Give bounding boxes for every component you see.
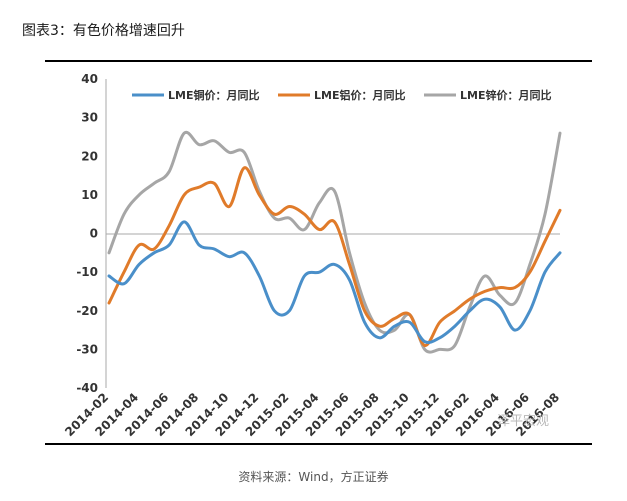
series-line-2	[107, 166, 562, 347]
y-tick-label: -30	[76, 342, 98, 356]
series-line-3	[107, 130, 562, 354]
y-tick-label: 0	[90, 227, 98, 241]
legend-label-3: LME锌价：月同比	[460, 88, 551, 102]
legend: LME铜价：月同比 LME铝价：月同比 LME锌价：月同比	[132, 88, 551, 102]
y-tick-label: 40	[81, 72, 98, 86]
y-tick-label: -10	[76, 265, 98, 279]
y-tick-label: 10	[81, 188, 98, 202]
y-tick-label: -20	[76, 304, 98, 318]
y-tick-label: 30	[81, 111, 98, 125]
figure-title: 图表3：有色价格增速回升	[22, 23, 185, 39]
x-tick-labels: 2014-022014-042014-062014-082014-102014-…	[62, 390, 562, 439]
y-tick-label: 20	[81, 149, 98, 163]
legend-label-1: LME铜价：月同比	[168, 88, 259, 102]
series-line-1	[107, 220, 562, 344]
line-chart: 40 30 20 10 0 -10 -20 -30 -40 2014-022014-042014…	[45, 60, 592, 445]
y-tick-label: -40	[76, 381, 98, 395]
source-note: 资料来源：Wind，方正证券	[238, 470, 389, 484]
y-tick-labels: 40 30 20 10 0 -10 -20 -30 -40	[76, 72, 98, 395]
legend-label-2: LME铝价：月同比	[314, 88, 405, 102]
series-lines	[107, 130, 562, 354]
watermark-text: 泽平宏观	[497, 414, 549, 429]
